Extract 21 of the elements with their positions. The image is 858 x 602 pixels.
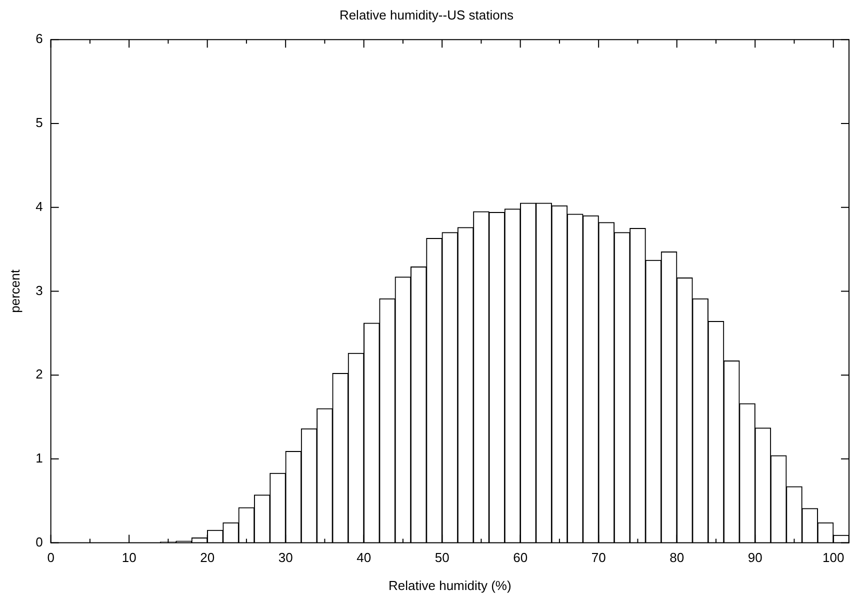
y-tick-label: 3: [36, 282, 43, 298]
x-tick-label: 10: [122, 550, 136, 566]
y-tick-label: 0: [36, 534, 43, 550]
x-tick-label: 70: [591, 550, 606, 566]
x-tick-label: 80: [670, 550, 684, 566]
y-tick-label: 5: [36, 115, 43, 130]
x-tick-label: 100: [822, 550, 844, 566]
y-axis-title: percent: [7, 269, 22, 313]
x-tick-label: 90: [748, 550, 762, 566]
y-tick-label: 2: [36, 366, 43, 382]
x-tick-label: 60: [513, 550, 528, 566]
x-tick-label: 50: [434, 550, 450, 566]
x-axis-title: Relative humidity (%): [388, 578, 512, 593]
x-tick-label: 40: [356, 550, 372, 566]
y-tick-label: 6: [36, 31, 43, 46]
y-tick-label: 4: [36, 198, 43, 214]
x-tick-label: 30: [278, 550, 293, 566]
x-tick-label: 0: [47, 550, 54, 566]
x-tick-label: 20: [200, 550, 215, 566]
y-tick-label: 1: [36, 450, 43, 466]
chart-title: Relative humidity--US stations: [339, 7, 514, 22]
